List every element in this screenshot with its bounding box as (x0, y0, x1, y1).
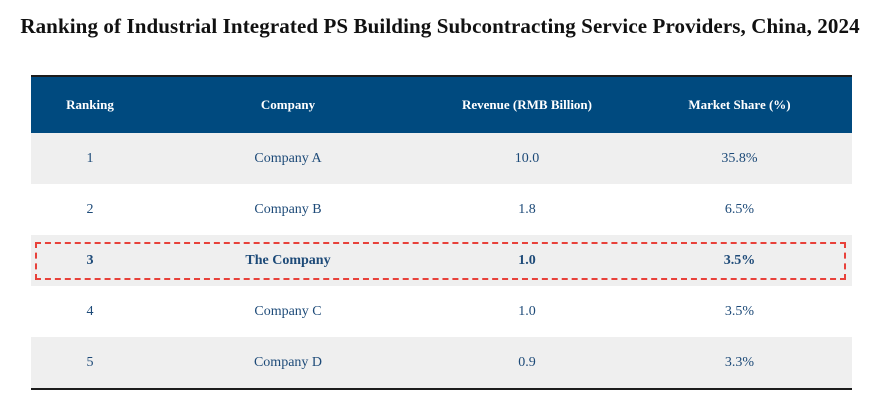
header-market-share: Market Share (%) (688, 97, 791, 112)
table-top-rule (31, 75, 852, 77)
cell-market-share: 35.8% (721, 150, 758, 166)
table-row: 5 Company D 0.9 3.3% (31, 337, 852, 388)
cell-revenue: 10.0 (514, 150, 540, 166)
table-header: Ranking Company Revenue (RMB Billion) Ma… (31, 77, 852, 133)
ranking-table: Ranking Company Revenue (RMB Billion) Ma… (31, 75, 852, 390)
table-row: 1 Company A 10.0 35.8% (31, 133, 852, 184)
cell-company: Company D (253, 354, 323, 370)
table-row: 2 Company B 1.8 6.5% (31, 184, 852, 235)
cell-company: Company C (254, 303, 322, 319)
cell-ranking: 4 (86, 303, 94, 319)
cell-revenue: 1.8 (518, 201, 536, 217)
cell-market-share: 3.5% (724, 303, 755, 319)
cell-market-share: 6.5% (724, 201, 755, 217)
page-title: Ranking of Industrial Integrated PS Buil… (20, 14, 860, 38)
cell-ranking: 2 (86, 201, 94, 217)
header-ranking: Ranking (66, 97, 114, 112)
cell-company: Company A (254, 150, 322, 166)
table-bottom-rule (31, 388, 852, 390)
header-company: Company (260, 97, 316, 112)
cell-revenue: 0.9 (518, 354, 536, 370)
cell-company: Company B (254, 201, 322, 217)
cell-market-share: 3.3% (724, 354, 755, 370)
cell-ranking: 3 (86, 252, 94, 268)
cell-ranking: 5 (86, 354, 94, 370)
table-row-highlighted: 3 The Company 1.0 3.5% (31, 235, 852, 286)
cell-ranking: 1 (86, 150, 94, 166)
header-revenue: Revenue (RMB Billion) (462, 97, 592, 112)
table-row: 4 Company C 1.0 3.5% (31, 286, 852, 337)
cell-market-share: 3.5% (723, 252, 756, 268)
cell-revenue: 1.0 (518, 303, 536, 319)
cell-revenue: 1.0 (518, 252, 536, 268)
cell-company: The Company (245, 252, 331, 268)
